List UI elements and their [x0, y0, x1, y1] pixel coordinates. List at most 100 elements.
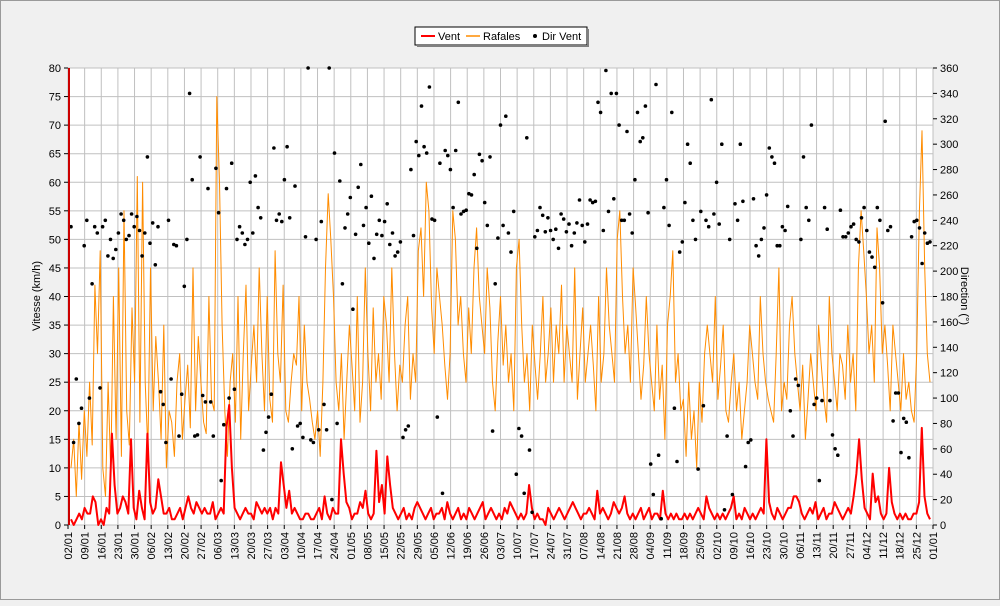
dir-vent-point	[345, 212, 350, 216]
dir-vent-point	[580, 223, 584, 228]
dir-vent-point	[264, 430, 268, 435]
dir-vent-point	[232, 387, 237, 392]
x-tick-label: 25/12	[911, 532, 923, 560]
dir-vent-point	[411, 233, 416, 238]
series-dir-vent	[69, 66, 932, 521]
dir-vent-point	[132, 224, 136, 229]
x-tick-label: 06/02	[146, 532, 158, 560]
dir-vent-point	[256, 205, 260, 210]
dir-vent-point	[451, 205, 455, 210]
dir-vent-point	[343, 226, 347, 230]
dir-vent-point	[862, 205, 866, 210]
dir-vent-point	[111, 256, 115, 261]
dir-vent-point	[448, 167, 453, 172]
dir-vent-point	[756, 254, 761, 258]
dir-vent-point	[535, 228, 540, 233]
dir-vent-point	[577, 198, 582, 202]
dir-vent-point	[767, 146, 772, 150]
dir-vent-point	[564, 230, 569, 234]
dir-vent-point	[367, 241, 371, 245]
dir-vent-point	[606, 209, 611, 214]
dir-vent-point	[672, 406, 677, 411]
dir-vent-point	[646, 210, 650, 215]
x-tick-label: 06/03	[213, 532, 225, 560]
dir-vent-point	[409, 167, 413, 172]
dir-vent-point	[659, 516, 663, 521]
dir-vent-point	[446, 153, 450, 158]
dir-vent-point	[654, 82, 658, 87]
dir-vent-point	[809, 123, 814, 127]
dir-vent-point	[417, 153, 421, 158]
dir-vent-point	[764, 193, 769, 197]
x-tick-label: 30/10	[778, 532, 790, 560]
dir-vent-point	[604, 68, 608, 73]
dir-vent-point	[915, 218, 919, 223]
dir-vent-point	[82, 243, 86, 248]
y-left-tick-label: 5	[55, 491, 61, 503]
dir-vent-point	[846, 231, 851, 235]
legend-shadow-side	[587, 29, 589, 47]
dir-vent-point	[546, 216, 550, 220]
dir-vent-point	[253, 174, 258, 178]
dir-vent-point	[643, 104, 648, 108]
dir-vent-point	[114, 247, 118, 252]
x-tick-label: 16/01	[96, 532, 108, 560]
dir-vent-point	[814, 396, 819, 400]
dir-vent-point	[293, 184, 297, 188]
x-tick-label: 11/09	[662, 532, 674, 559]
dir-vent-point	[298, 421, 303, 426]
dir-vent-point	[791, 434, 795, 438]
dir-vent-point	[108, 237, 113, 242]
dir-vent-point	[90, 282, 94, 286]
y-left-tick-label: 0	[55, 520, 61, 532]
dir-vent-point	[569, 243, 574, 248]
dir-vent-point	[920, 261, 924, 266]
x-tick-label: 09/10	[728, 532, 740, 560]
dir-vent-point	[746, 440, 750, 445]
dir-vent-point	[680, 240, 685, 244]
dir-vent-point	[928, 240, 932, 244]
dir-vent-point	[388, 242, 392, 247]
dir-vent-point	[335, 421, 339, 426]
dir-vent-point	[551, 237, 555, 242]
dir-vent-point	[124, 237, 129, 242]
dir-vent-point	[822, 205, 827, 210]
dir-vent-point	[775, 243, 779, 248]
y-right-tick-label: 240	[940, 215, 958, 227]
dir-vent-point	[540, 213, 545, 218]
dir-vent-point	[785, 204, 790, 209]
x-tick-label: 08/05	[362, 532, 374, 560]
dir-vent-point	[200, 393, 205, 398]
vent-line	[70, 404, 931, 526]
dir-vent-point	[656, 453, 661, 458]
dir-vent-point	[377, 218, 382, 223]
dir-vent-point	[556, 246, 561, 251]
dir-vent-point	[675, 459, 679, 464]
x-tick-label: 27/02	[196, 532, 208, 560]
x-tick-label: 30/01	[130, 532, 142, 560]
y-right-tick-label: 220	[940, 241, 958, 253]
dir-vent-point	[206, 186, 210, 191]
y-right-tick-label: 280	[940, 165, 958, 177]
dir-vent-point	[364, 205, 368, 210]
dir-vent-point	[359, 162, 363, 167]
dir-vent-point	[453, 148, 458, 153]
dir-vent-point	[888, 224, 893, 229]
dir-vent-point	[127, 233, 131, 238]
dir-vent-point	[664, 177, 669, 182]
dir-vent-point	[480, 158, 484, 163]
dir-vent-point	[150, 221, 155, 225]
x-tick-label: 03/04	[279, 532, 291, 560]
dir-vent-point	[817, 478, 822, 483]
dir-vent-point	[351, 307, 355, 312]
dir-vent-point	[717, 222, 721, 226]
y-right-tick-label: 180	[940, 292, 958, 304]
dir-vent-point	[836, 453, 840, 458]
dir-vent-point	[514, 472, 519, 477]
x-tick-label: 02/01	[63, 532, 75, 560]
dir-vent-point	[699, 209, 703, 214]
dir-vent-point	[627, 212, 632, 216]
dir-vent-point	[851, 222, 856, 226]
dir-vent-point	[909, 235, 914, 239]
